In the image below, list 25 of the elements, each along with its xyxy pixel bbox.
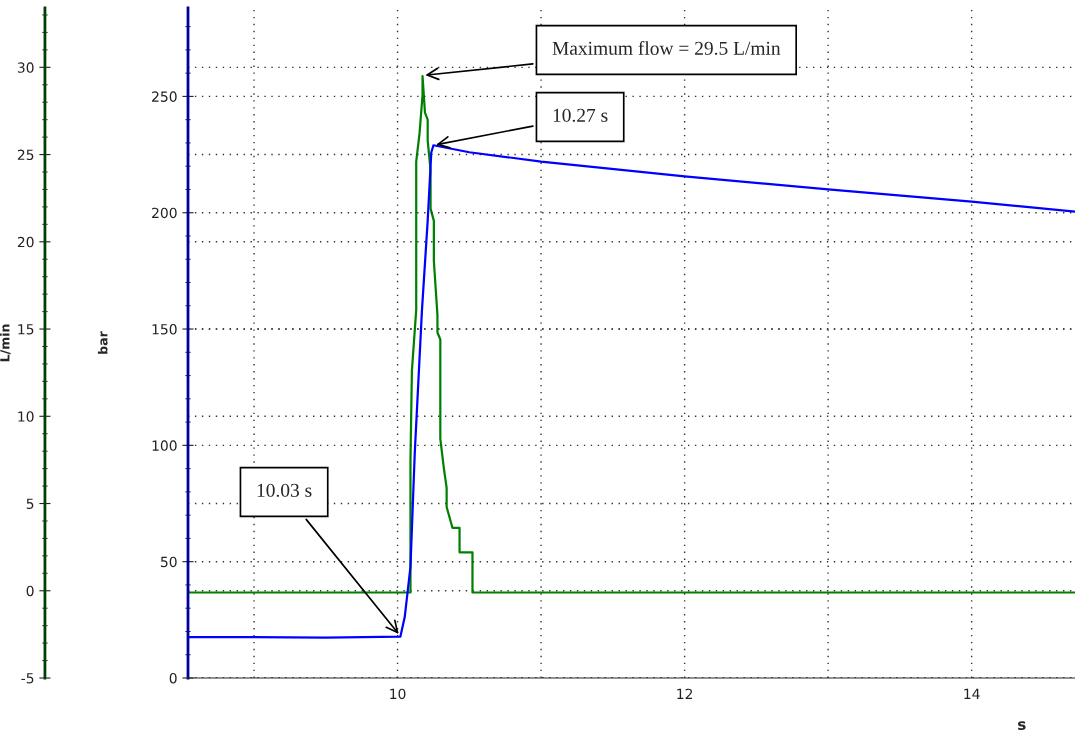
y-tick-label: 100	[152, 440, 177, 451]
x-axis-title: s	[1018, 721, 1026, 731]
annotation: 10.03 s	[257, 483, 312, 497]
y2-tick-label: 0	[26, 585, 34, 597]
annotation: 10.27 s	[553, 108, 608, 122]
y-tick-label: 50	[160, 556, 177, 568]
y2-tick-label: -5	[21, 673, 34, 684]
y2-tick-label: 25	[17, 149, 34, 161]
x-tick-label: 10	[390, 688, 406, 700]
x-tick-label: 14	[964, 688, 980, 699]
line-series	[188, 144, 1075, 639]
line-series	[188, 74, 1075, 594]
annotation: Maximum flow = 29.5 L/min	[552, 40, 781, 55]
y-tick-label: 150	[152, 324, 177, 335]
y-axis-title: bar	[97, 331, 108, 354]
y-tick-label: 0	[169, 672, 177, 684]
y-tick-label: 250	[152, 91, 177, 102]
y2-tick-label: 20	[17, 236, 34, 248]
y2-tick-label: 15	[18, 324, 34, 335]
y2-tick-label: 10	[18, 411, 34, 422]
y2-tick-label: 5	[26, 498, 34, 509]
y2-axis-title: L/min	[0, 324, 11, 362]
x-tick-label: 12	[677, 688, 693, 699]
y2-tick-label: 30	[17, 62, 34, 73]
y-tick-label: 200	[152, 207, 177, 219]
